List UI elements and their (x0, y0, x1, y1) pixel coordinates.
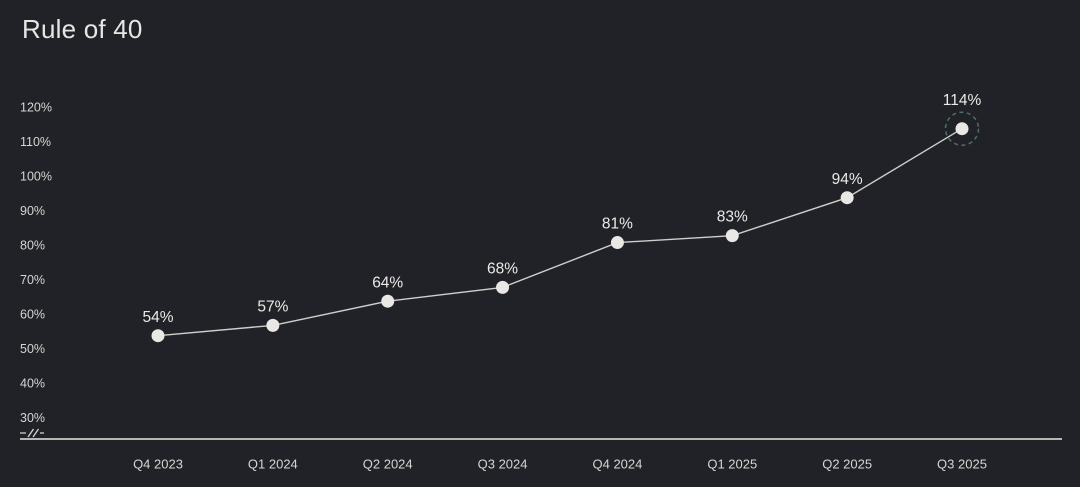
x-axis-label: Q2 2025 (822, 456, 872, 471)
y-axis-tick-label: 90% (20, 204, 45, 218)
data-point[interactable] (840, 191, 854, 205)
data-point[interactable] (496, 280, 510, 294)
data-point-label: 64% (372, 274, 403, 291)
y-axis-tick-label: 120% (20, 100, 52, 114)
y-axis-tick-label: 50% (20, 342, 45, 356)
data-point[interactable] (151, 329, 165, 343)
data-point[interactable] (725, 229, 739, 243)
axis-break-icon (20, 428, 44, 438)
y-axis-tick-label: 70% (20, 273, 45, 287)
x-axis-label: Q3 2025 (937, 456, 987, 471)
data-point-label: 54% (142, 309, 173, 326)
x-axis-label: Q3 2024 (478, 456, 528, 471)
series-line (157, 128, 963, 337)
x-axis-label: Q2 2024 (363, 456, 413, 471)
x-axis-label: Q1 2024 (248, 456, 298, 471)
y-axis-tick-label: 60% (20, 307, 45, 321)
data-point-label: 114% (943, 92, 982, 109)
data-point-label: 83% (717, 209, 748, 226)
data-point[interactable] (610, 236, 624, 250)
x-axis-label: Q1 2025 (707, 456, 757, 471)
data-point[interactable] (955, 122, 969, 136)
x-axis-label: Q4 2023 (133, 456, 183, 471)
x-axis-label: Q4 2024 (592, 456, 642, 471)
data-point-label: 57% (257, 298, 288, 315)
data-point[interactable] (266, 318, 280, 332)
highlight-ring (944, 111, 980, 146)
y-axis-tick-label: 30% (20, 411, 45, 425)
y-axis-tick-label: 40% (20, 376, 45, 390)
data-point-label: 94% (832, 171, 863, 188)
chart-title: Rule of 40 (22, 14, 143, 44)
data-point-label: 81% (602, 216, 633, 233)
y-axis-tick-label: 80% (20, 238, 45, 252)
y-axis-tick-label: 100% (20, 169, 52, 183)
data-point-label: 68% (487, 260, 518, 277)
y-axis-tick-label: 110% (20, 135, 51, 149)
data-point[interactable] (381, 294, 395, 308)
